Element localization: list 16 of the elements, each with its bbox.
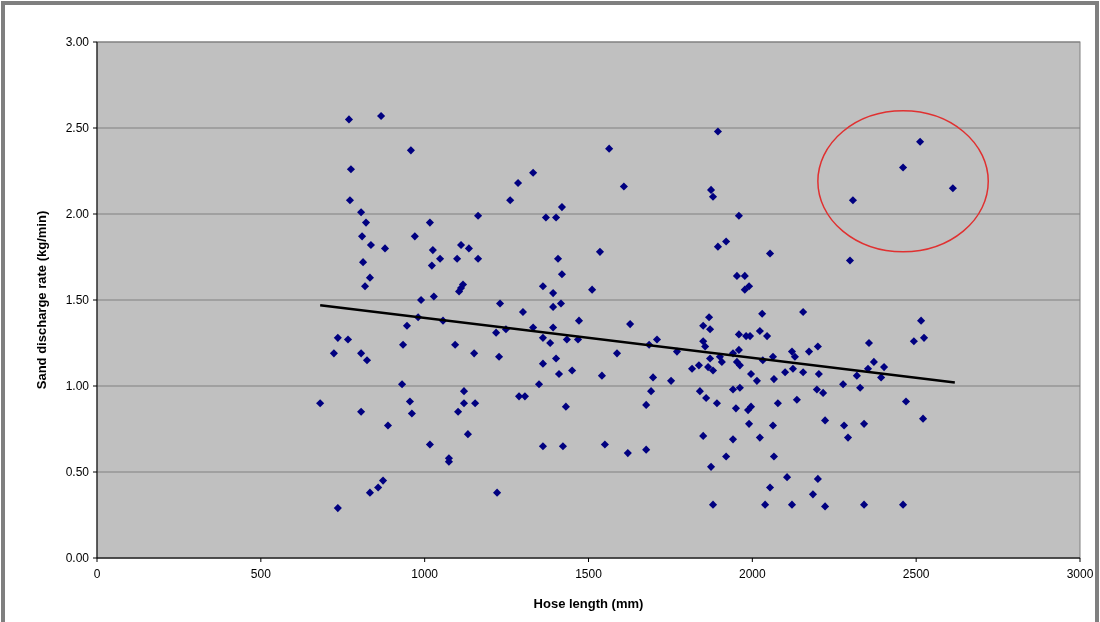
y-tick-label: 2.50 bbox=[65, 121, 90, 136]
y-tick-label: 3.00 bbox=[65, 35, 90, 50]
y-tick-label: 0.50 bbox=[65, 465, 90, 480]
x-tick-label: 0 bbox=[93, 567, 101, 581]
y-tick-label: 1.00 bbox=[65, 379, 90, 394]
x-tick-label: 2000 bbox=[738, 567, 766, 581]
y-tick-label: 0.00 bbox=[65, 551, 90, 566]
x-tick-label: 1500 bbox=[575, 567, 603, 581]
x-tick-label: 1000 bbox=[411, 567, 439, 581]
y-tick-label: 2.00 bbox=[65, 207, 90, 222]
y-axis-title: Sand discharge rate (kg/min) bbox=[34, 210, 49, 390]
y-tick-label: 1.50 bbox=[65, 293, 90, 308]
x-tick-label: 500 bbox=[250, 567, 272, 581]
x-tick-label: 3000 bbox=[1066, 567, 1094, 581]
x-tick-label: 2500 bbox=[902, 567, 930, 581]
x-axis-title: Hose length (mm) bbox=[533, 596, 644, 611]
